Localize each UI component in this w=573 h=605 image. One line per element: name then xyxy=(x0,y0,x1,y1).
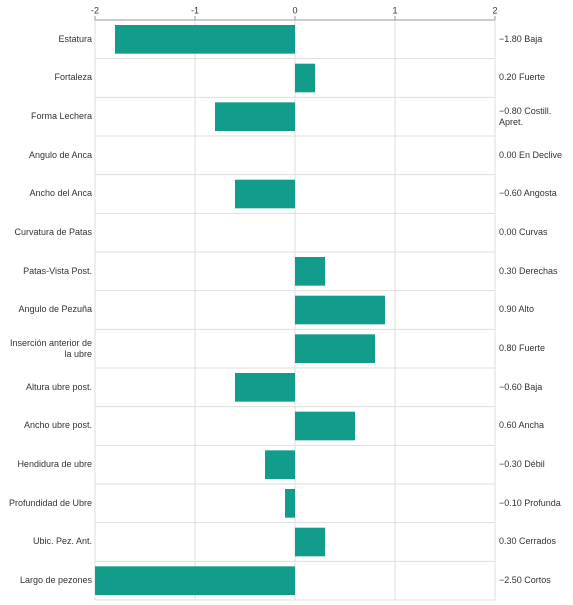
bar xyxy=(295,527,325,557)
value-label: 0.00 En Declive xyxy=(499,149,563,160)
category-label: Ancho ubre post. xyxy=(23,420,92,431)
bar xyxy=(115,25,295,54)
category-label: Inserción anterior de la ubre xyxy=(9,337,92,359)
x-tick-label: 0 xyxy=(292,5,297,15)
category-label: Hendidura de ubre xyxy=(17,459,92,470)
x-tick-label: 1 xyxy=(392,5,397,15)
bar xyxy=(295,63,315,93)
category-label: Largo de pezones xyxy=(19,575,92,586)
value-label: 0.30 Cerrados xyxy=(499,536,557,547)
x-tick-label: -2 xyxy=(91,5,99,15)
bar xyxy=(215,102,295,131)
x-tick-label: 2 xyxy=(492,5,497,15)
bar xyxy=(235,373,295,402)
bar xyxy=(295,295,385,325)
category-label: Profundidad de Ubre xyxy=(8,497,92,508)
value-label: 0.30 Derechas xyxy=(499,265,558,276)
value-label: −1.80 Baja xyxy=(499,33,543,44)
value-label: 0.80 Fuerte xyxy=(499,343,546,354)
value-label: −0.10 Profunda xyxy=(499,497,561,508)
bar xyxy=(95,566,295,595)
category-label: Forma Lechera xyxy=(30,111,92,122)
value-label: 0.00 Curvas xyxy=(499,227,548,238)
bar xyxy=(285,489,295,518)
value-label: 0.20 Fuerte xyxy=(499,72,546,83)
value-label: 0.90 Alto xyxy=(499,304,535,315)
category-label: Curvatura de Patas xyxy=(14,227,92,238)
value-label: 0.60 Ancha xyxy=(499,420,545,431)
bar xyxy=(295,411,355,441)
category-label: Ubic. Pez. Ant. xyxy=(32,536,92,547)
bar xyxy=(295,257,325,286)
value-label: −0.30 Débil xyxy=(499,459,545,470)
value-label: −0.80 Costill. Apret. xyxy=(499,105,552,127)
category-label: Angulo de Anca xyxy=(28,149,92,160)
value-label: −0.60 Angosta xyxy=(499,188,557,199)
value-label: −0.60 Baja xyxy=(499,381,543,392)
category-label: Ancho del Anca xyxy=(29,188,92,199)
x-tick-label: -1 xyxy=(191,5,199,15)
category-label: Fortaleza xyxy=(54,72,92,83)
category-label: Angulo de Pezuña xyxy=(18,304,92,315)
category-label: Patas-Vista Post. xyxy=(23,265,92,276)
bar xyxy=(265,450,295,479)
category-label: Altura ubre post. xyxy=(25,381,92,392)
bar xyxy=(235,179,295,209)
value-label: −2.50 Cortos xyxy=(499,575,551,586)
bar xyxy=(295,334,375,363)
category-label: Estatura xyxy=(58,33,92,44)
